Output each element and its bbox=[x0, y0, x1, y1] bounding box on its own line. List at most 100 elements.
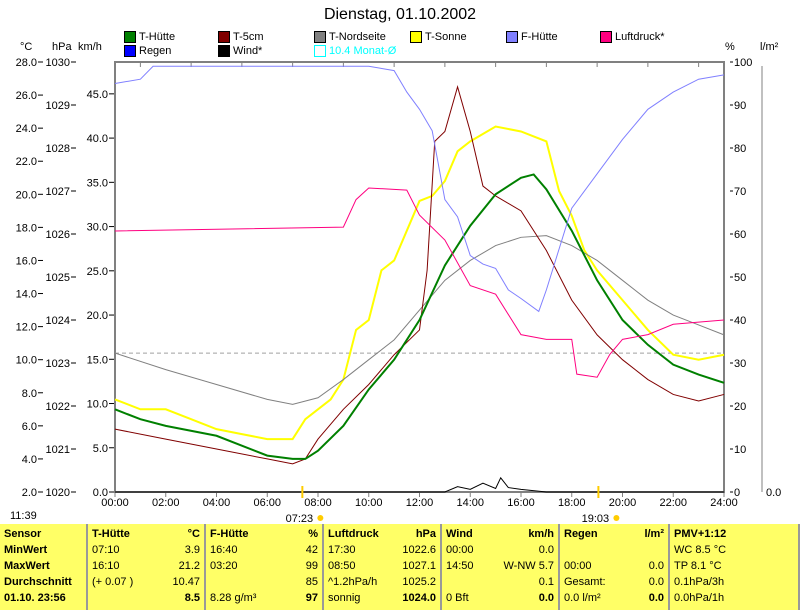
table-row: MinWert bbox=[4, 542, 82, 558]
cell-info: 00:00 bbox=[446, 544, 474, 556]
x-tick-label: 18:00 bbox=[558, 497, 586, 509]
cell-info: (+ 0.07 ) bbox=[92, 576, 134, 588]
header-label: Luftdruck bbox=[328, 528, 379, 540]
cell-info: 14:50 bbox=[446, 560, 474, 572]
table-row: (+ 0.07 ) 10.47 bbox=[92, 574, 200, 590]
percent-tick-label: 60 bbox=[734, 229, 746, 241]
header-label: T-Hütte bbox=[92, 528, 130, 540]
legend-label: Luftdruck* bbox=[615, 31, 665, 43]
plot-frame bbox=[114, 61, 725, 493]
table-row: 0.1 bbox=[446, 574, 554, 590]
cell-info: 08:50 bbox=[328, 560, 356, 572]
series-luftdruck- bbox=[114, 187, 725, 378]
kmh-tick-label: 10.0 bbox=[87, 399, 108, 411]
cell-info: 0 Bft bbox=[446, 592, 469, 604]
table-row: 17:30 1022.6 bbox=[328, 542, 436, 558]
celsius-tick-label: 24.0 bbox=[16, 123, 37, 135]
table-row: Gesamt: 0.0 bbox=[564, 574, 664, 590]
hpa-tick-label: 1030 bbox=[46, 57, 70, 69]
table-row: 03:20 99 bbox=[210, 558, 318, 574]
unit-label: km/h bbox=[528, 528, 554, 540]
celsius-tick-label: 6.0 bbox=[22, 421, 37, 433]
current-time: 11:39 bbox=[10, 510, 37, 522]
legend-label: T-Nordseite bbox=[329, 31, 386, 43]
cell-value: 0.1 bbox=[538, 576, 554, 588]
table-row: 16:40 42 bbox=[210, 542, 318, 558]
celsius-tick-label: 26.0 bbox=[16, 90, 37, 102]
series-t-sonne bbox=[114, 125, 725, 441]
percent-tick-label: 20 bbox=[734, 401, 746, 413]
column-header: Regen l/m² bbox=[564, 526, 664, 542]
percent-tick-label: 0 bbox=[734, 487, 740, 499]
pmv-column: PMV+1:12 WC 8.5 °C TP 8.1 °C 0.1hPa/3h 0.0hP… bbox=[670, 524, 800, 610]
sunset-time: 19:03 bbox=[582, 513, 610, 524]
celsius-tick-label: 10.0 bbox=[16, 355, 37, 367]
x-tick-label: 06:00 bbox=[253, 497, 281, 509]
legend-swatch bbox=[124, 45, 136, 57]
cell-info: 16:10 bbox=[92, 560, 120, 572]
cell-value: 0.0 bbox=[538, 592, 554, 604]
percent-axis-label: % bbox=[725, 41, 735, 53]
legend-swatch bbox=[218, 45, 230, 57]
legend-item: Regen bbox=[124, 45, 171, 57]
percent-tick-label: 90 bbox=[734, 100, 746, 112]
x-tick-label: 12:00 bbox=[406, 497, 434, 509]
hpa-tick-label: 1025 bbox=[46, 272, 70, 284]
hpa-tick-label: 1022 bbox=[46, 401, 70, 413]
hpa-tick-label: 1023 bbox=[46, 358, 70, 370]
celsius-tick-label: 4.0 bbox=[22, 454, 37, 466]
kmh-tick-label: 0.0 bbox=[93, 487, 108, 499]
cell-value: 42 bbox=[305, 544, 318, 556]
cell-value: 1025.2 bbox=[402, 576, 436, 588]
legend-swatch bbox=[410, 31, 422, 43]
table-row: Durchschnitt bbox=[4, 574, 82, 590]
kmh-tick-label: 35.0 bbox=[87, 177, 108, 189]
cell-info: 16:40 bbox=[210, 544, 238, 556]
x-tick-label: 02:00 bbox=[152, 497, 180, 509]
cell-info: ^1.2hPa/h bbox=[328, 576, 378, 588]
table-row: 85 bbox=[210, 574, 318, 590]
cell-info: 0.0 l/m² bbox=[564, 592, 601, 604]
legend-item: Luftdruck* bbox=[600, 31, 665, 43]
celsius-tick-label: 14.0 bbox=[16, 289, 37, 301]
percent-tick-label: 10 bbox=[734, 444, 746, 456]
legend-label: T-5cm bbox=[233, 31, 264, 43]
x-tick-label: 14:00 bbox=[456, 497, 484, 509]
hpa-tick-label: 1028 bbox=[46, 143, 70, 155]
x-tick-label: 22:00 bbox=[659, 497, 687, 509]
kmh-axis-label: km/h bbox=[78, 41, 102, 53]
cell-value: 0.0hPa/1h bbox=[674, 592, 725, 604]
table-row: TP 8.1 °C bbox=[674, 558, 794, 574]
row-label: Durchschnitt bbox=[4, 576, 72, 588]
legend-swatch bbox=[506, 31, 518, 43]
legend-label: T-Sonne bbox=[425, 31, 467, 43]
series-t-nordseite bbox=[114, 235, 725, 405]
column-wind: Wind km/h 00:00 0.0 14:50 W-NW 5.7 0.1 0 Bft 0.0 bbox=[442, 524, 560, 610]
x-tick-label: 00:00 bbox=[101, 497, 129, 509]
celsius-tick-label: 8.0 bbox=[22, 388, 37, 400]
unit-label: l/m² bbox=[644, 528, 664, 540]
kmh-tick-label: 15.0 bbox=[87, 354, 108, 366]
legend-label: T-Hütte bbox=[139, 31, 176, 43]
cell-value: 3.9 bbox=[184, 544, 200, 556]
legend-label: F-Hütte bbox=[521, 31, 558, 43]
percent-tick-label: 70 bbox=[734, 186, 746, 198]
header-label: Regen bbox=[564, 528, 598, 540]
celsius-tick-label: 16.0 bbox=[16, 255, 37, 267]
table-row: 8.28 g/m³ 97 bbox=[210, 590, 318, 606]
table-row: 0.1hPa/3h bbox=[674, 574, 794, 590]
x-tick-label: 04:00 bbox=[203, 497, 231, 509]
table-row: 08:50 1027.1 bbox=[328, 558, 436, 574]
cell-value: 0.0 bbox=[538, 544, 554, 556]
hpa-tick-label: 1020 bbox=[46, 487, 70, 499]
series-f-h-tte bbox=[114, 65, 725, 313]
percent-tick-label: 100 bbox=[734, 57, 752, 69]
plot-area: 00:00 02:00 04:00 06:00 08:00 10:00 12:00 14:00… bbox=[16, 41, 782, 524]
hpa-tick-label: 1024 bbox=[46, 315, 70, 327]
series-t-h-tte bbox=[114, 173, 725, 460]
x-tick-label: 10:00 bbox=[355, 497, 383, 509]
hpa-tick-label: 1029 bbox=[46, 100, 70, 112]
series-t-5cm bbox=[114, 84, 725, 465]
sunrise-time: 07:23 bbox=[286, 513, 314, 524]
table-row: sonnig 1024.0 bbox=[328, 590, 436, 606]
